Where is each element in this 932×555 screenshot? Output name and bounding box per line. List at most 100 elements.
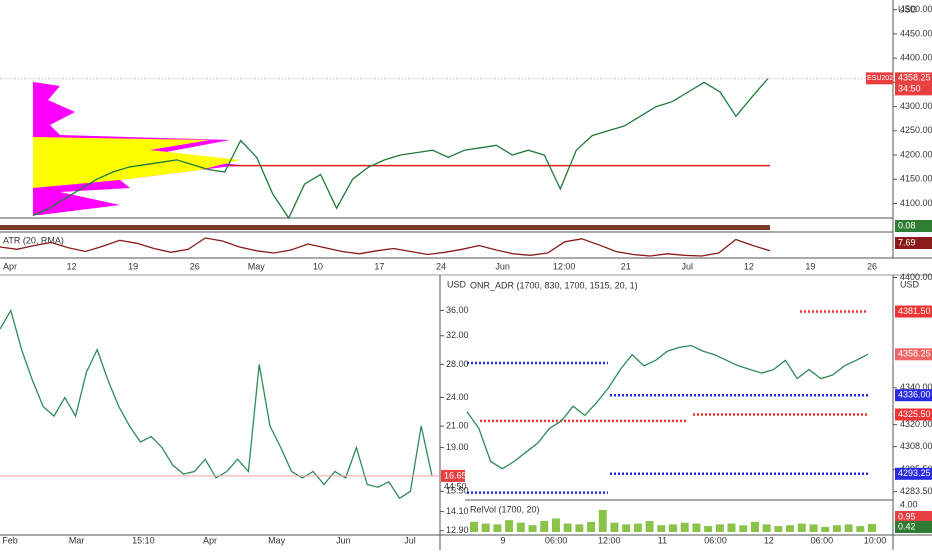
symbol-label: ESU2021 bbox=[867, 75, 897, 82]
relvol-bar bbox=[692, 523, 701, 532]
relvol-bar bbox=[598, 510, 607, 532]
axis-unit: USD bbox=[898, 4, 918, 14]
volume-profile-value-area bbox=[33, 137, 240, 188]
y-tick-label: 32.00 bbox=[446, 330, 469, 340]
x-tick-label: 06:00 bbox=[704, 535, 727, 545]
relvol-bar bbox=[493, 524, 502, 532]
y-tick-label: 4250.00 bbox=[900, 125, 932, 135]
price-badge-label: 0.95 bbox=[898, 511, 916, 521]
x-tick-label: 12:00 bbox=[553, 261, 576, 271]
price-line bbox=[32, 78, 769, 220]
price-badge-label: 16.65 bbox=[444, 470, 467, 480]
price-badge-label: 4358.25 bbox=[898, 349, 931, 359]
price-badge-label: 0.08 bbox=[898, 220, 916, 230]
x-tick-label: 12 bbox=[764, 535, 774, 545]
y-tick-label: 14.10 bbox=[446, 506, 469, 516]
relvol-bar bbox=[481, 523, 490, 532]
x-tick-label: May bbox=[268, 535, 286, 545]
relvol-bar bbox=[610, 522, 619, 532]
price-badge-label: 4293.25 bbox=[898, 468, 931, 478]
relvol-bar bbox=[680, 522, 689, 532]
relvol-bar bbox=[563, 523, 572, 532]
x-tick-label: 19 bbox=[128, 261, 138, 271]
x-tick-label: 06:00 bbox=[545, 535, 568, 545]
relvol-bar bbox=[786, 525, 795, 532]
relvol-bar bbox=[516, 522, 525, 532]
x-tick-label: 10:00 bbox=[864, 535, 887, 545]
y-tick-label: 4.00 bbox=[900, 499, 918, 509]
y-tick-label: 24.00 bbox=[446, 392, 469, 402]
volume-strip bbox=[0, 225, 770, 230]
relvol-bar bbox=[633, 523, 642, 532]
price-badge-label: 7.69 bbox=[898, 237, 916, 247]
relvol-bar bbox=[470, 521, 478, 532]
badge bbox=[895, 467, 932, 480]
x-tick-label: 26 bbox=[867, 261, 877, 271]
y-tick-label: 21.00 bbox=[446, 420, 469, 430]
relvol-bar bbox=[832, 525, 841, 532]
y-tick-label: 4500.00 bbox=[900, 4, 932, 14]
x-tick-label: 19 bbox=[805, 261, 815, 271]
price-badge-label: 0.42 bbox=[898, 521, 916, 531]
relvol-bar bbox=[551, 518, 560, 532]
x-tick-label: Jul bbox=[682, 261, 694, 271]
y-tick-label: 36.00 bbox=[446, 305, 469, 315]
x-tick-label: 9 bbox=[500, 535, 505, 545]
badge bbox=[895, 305, 932, 318]
badge bbox=[895, 408, 932, 421]
axis-unit: USD bbox=[447, 279, 467, 289]
relvol-bar bbox=[797, 523, 806, 532]
relvol-bar bbox=[774, 526, 783, 532]
y-tick-label: 4320.00 bbox=[900, 419, 932, 429]
badge bbox=[895, 72, 932, 85]
relvol-bar bbox=[739, 525, 748, 532]
relvol-bar bbox=[868, 523, 876, 532]
price-badge-label: 4358.25 bbox=[898, 73, 931, 83]
y-tick-label: 4300.00 bbox=[900, 101, 932, 111]
relvol-bar bbox=[762, 524, 771, 532]
indicator-title: ONR_ADR (1700, 830, 1700, 1515, 20, 1) bbox=[470, 280, 638, 290]
badge bbox=[895, 220, 932, 232]
countdown-badge bbox=[895, 84, 932, 96]
relvol-bar bbox=[809, 524, 818, 532]
badge bbox=[895, 389, 932, 402]
relvol-bar bbox=[856, 526, 865, 532]
x-tick-label: Jun bbox=[495, 261, 510, 271]
x-tick-label: 21 bbox=[621, 261, 631, 271]
relvol-bar bbox=[587, 521, 596, 532]
badge bbox=[895, 521, 932, 533]
relvol-bar bbox=[715, 524, 724, 532]
relvol-bar bbox=[669, 524, 677, 532]
relvol-bar bbox=[505, 520, 514, 532]
x-tick-label: 17 bbox=[374, 261, 384, 271]
y-tick-label: 4150.00 bbox=[900, 174, 932, 184]
relvol-bar bbox=[727, 523, 736, 532]
price-badge-label: 4336.00 bbox=[898, 390, 931, 400]
price-badge-label: 4325.50 bbox=[898, 409, 931, 419]
x-tick-label: Mar bbox=[69, 535, 85, 545]
y-tick-label: 4340.00 bbox=[900, 382, 932, 392]
y-tick-label: 4100.00 bbox=[900, 198, 932, 208]
x-tick-label: 12 bbox=[744, 261, 754, 271]
x-tick-label: Jul bbox=[404, 535, 416, 545]
y-tick-label: 15.50 bbox=[446, 486, 469, 496]
relvol-bar bbox=[540, 521, 549, 532]
y-tick-label: 4200.00 bbox=[900, 149, 932, 159]
x-tick-label: 06:00 bbox=[811, 535, 834, 545]
countdown: 44:50 bbox=[444, 481, 467, 491]
x-tick-label: 12:00 bbox=[598, 535, 621, 545]
relvol-bar bbox=[645, 521, 654, 532]
badge bbox=[441, 469, 465, 482]
y-tick-label: 4308.00 bbox=[900, 441, 932, 451]
price-line bbox=[466, 344, 869, 470]
badge bbox=[895, 237, 932, 249]
x-tick-label: 26 bbox=[190, 261, 200, 271]
x-tick-label: Jun bbox=[336, 535, 351, 545]
x-tick-label: May bbox=[248, 261, 266, 271]
atr-line bbox=[0, 237, 771, 257]
y-tick-label: 12.90 bbox=[446, 525, 469, 535]
relvol-bar bbox=[657, 525, 666, 532]
atr-title: ATR (20, RMA) bbox=[3, 235, 64, 245]
relvol-bar bbox=[622, 524, 631, 532]
